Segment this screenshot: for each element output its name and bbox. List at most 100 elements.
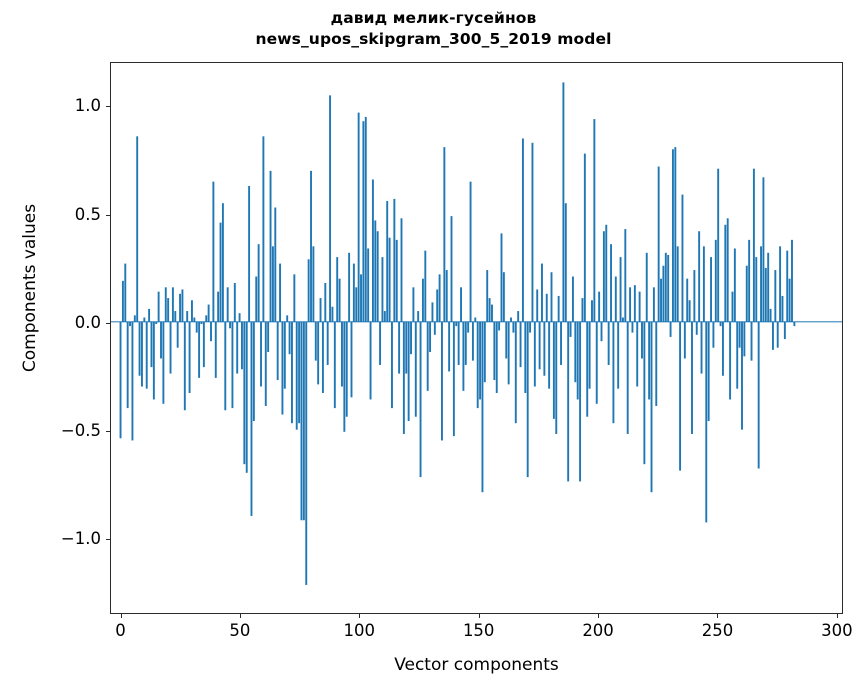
bar bbox=[712, 321, 715, 348]
bar bbox=[288, 321, 291, 355]
bar bbox=[352, 263, 355, 322]
bar bbox=[614, 276, 617, 322]
bar bbox=[121, 280, 124, 322]
bar bbox=[433, 321, 436, 335]
bar bbox=[355, 287, 358, 322]
bar bbox=[500, 233, 503, 322]
y-tick-mark bbox=[106, 431, 111, 432]
bar bbox=[171, 287, 174, 322]
bar bbox=[169, 321, 172, 374]
x-tick-label: 100 bbox=[343, 621, 376, 640]
bar bbox=[643, 321, 646, 465]
bar bbox=[667, 254, 670, 322]
y-tick-mark bbox=[106, 106, 111, 108]
bar bbox=[762, 177, 765, 322]
bar bbox=[419, 321, 422, 478]
bar bbox=[319, 298, 322, 322]
bar bbox=[150, 321, 153, 368]
bar bbox=[710, 257, 712, 322]
bar bbox=[183, 321, 186, 411]
bar bbox=[310, 170, 312, 322]
bar bbox=[574, 321, 577, 383]
bar bbox=[464, 321, 467, 365]
bar bbox=[345, 321, 348, 417]
bar bbox=[638, 291, 641, 322]
bar bbox=[781, 295, 784, 322]
bar bbox=[417, 311, 420, 322]
bar bbox=[502, 272, 505, 322]
bar bbox=[262, 136, 265, 322]
bar bbox=[671, 149, 674, 322]
bar-series bbox=[111, 82, 842, 585]
bar bbox=[241, 321, 243, 370]
bar bbox=[445, 270, 448, 322]
bar bbox=[626, 321, 629, 434]
x-tick-label: 300 bbox=[821, 621, 853, 640]
bar bbox=[305, 321, 308, 585]
bar bbox=[221, 203, 224, 322]
x-tick-mark bbox=[478, 613, 480, 618]
x-tick-mark bbox=[717, 613, 719, 618]
bar bbox=[402, 321, 405, 434]
bar bbox=[295, 321, 298, 430]
bar bbox=[512, 321, 515, 333]
bar bbox=[755, 257, 758, 322]
bar bbox=[257, 244, 260, 322]
bar bbox=[379, 321, 382, 365]
chart-title: давид мелик-гусейнов news_upos_skipgram_… bbox=[0, 8, 867, 50]
y-tick-mark bbox=[106, 322, 111, 324]
bar bbox=[717, 168, 720, 322]
bar bbox=[414, 321, 417, 417]
bar bbox=[438, 274, 441, 322]
bar bbox=[145, 321, 148, 389]
bar bbox=[245, 321, 248, 473]
bar bbox=[129, 321, 132, 327]
bar bbox=[581, 298, 584, 322]
bar bbox=[529, 321, 532, 333]
bar bbox=[421, 278, 424, 322]
bar bbox=[655, 321, 658, 406]
bar bbox=[779, 246, 782, 322]
bar bbox=[226, 287, 229, 322]
bar bbox=[526, 321, 529, 478]
x-tick-label: 0 bbox=[115, 621, 126, 640]
bar bbox=[617, 321, 620, 389]
bar bbox=[793, 321, 796, 327]
bar bbox=[579, 321, 582, 482]
bar bbox=[298, 321, 301, 424]
bar bbox=[652, 287, 655, 322]
bar bbox=[767, 252, 770, 322]
x-axis-label: Vector components bbox=[394, 655, 559, 675]
bar bbox=[283, 321, 286, 389]
bar bbox=[543, 321, 546, 376]
bar bbox=[429, 321, 432, 353]
bar bbox=[533, 321, 536, 387]
bar bbox=[598, 291, 601, 322]
bar bbox=[702, 246, 705, 322]
bar bbox=[162, 321, 165, 404]
bar bbox=[583, 153, 586, 322]
bar bbox=[350, 321, 353, 398]
bar bbox=[457, 321, 460, 365]
bar bbox=[364, 116, 367, 322]
bar bbox=[683, 321, 686, 359]
bar bbox=[700, 321, 703, 374]
bar bbox=[733, 248, 736, 322]
bar bbox=[176, 321, 179, 348]
bar bbox=[524, 321, 527, 393]
bar bbox=[164, 287, 167, 322]
bar bbox=[741, 321, 743, 430]
bar bbox=[224, 321, 227, 411]
bar bbox=[676, 246, 679, 322]
bar bbox=[398, 321, 401, 374]
bar bbox=[362, 121, 365, 322]
bar bbox=[386, 201, 389, 322]
bar bbox=[519, 321, 522, 368]
bar bbox=[469, 181, 472, 322]
bar bbox=[731, 291, 734, 322]
bar bbox=[324, 283, 327, 322]
bar bbox=[664, 252, 667, 322]
zero-baseline bbox=[111, 321, 842, 323]
y-tick-label: −1.0 bbox=[60, 528, 101, 548]
